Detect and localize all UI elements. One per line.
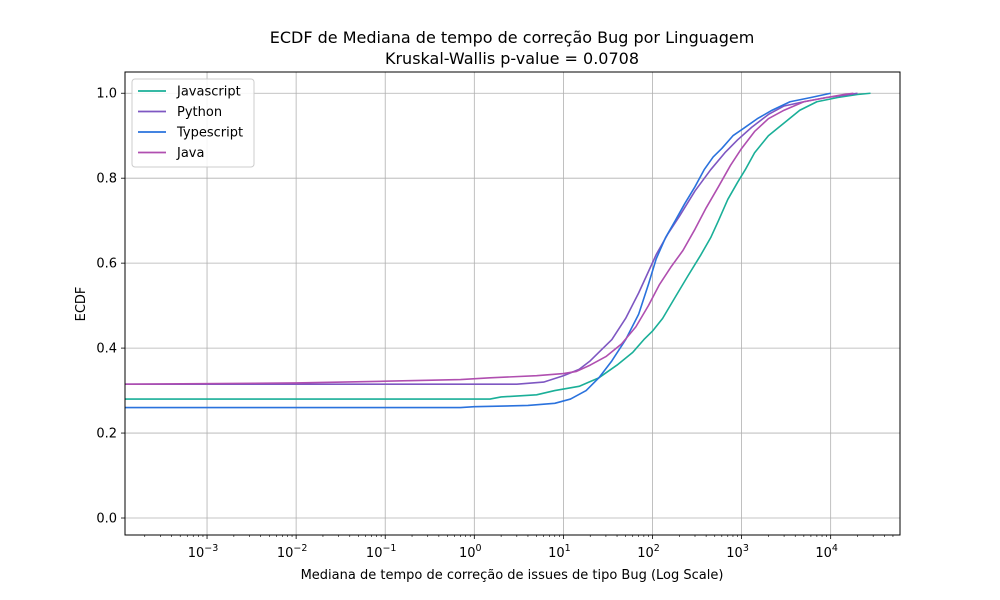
x-tick-label: 10−1 (366, 543, 397, 561)
y-tick-label: 0.8 (96, 172, 117, 187)
x-tick-label: 10−2 (277, 543, 308, 561)
x-tick-base: 10 (548, 546, 565, 561)
x-tick-exponent: 1 (565, 543, 571, 554)
x-tick-base: 10 (366, 546, 383, 561)
chart-title: ECDF de Mediana de tempo de correção Bug… (270, 28, 755, 47)
x-tick-exponent: −3 (204, 543, 218, 554)
x-tick-label: 103 (726, 543, 749, 561)
x-tick-base: 10 (459, 546, 476, 561)
y-axis-label: ECDF (74, 287, 89, 322)
x-tick-exponent: −2 (293, 543, 307, 554)
legend-label-python: Python (177, 105, 222, 120)
y-tick-label: 0.0 (96, 512, 117, 527)
x-tick-exponent: 4 (832, 543, 838, 554)
x-axis-label: Mediana de tempo de correção de issues d… (301, 568, 724, 583)
legend-label-typescript: Typescript (176, 126, 243, 141)
y-tick-label: 0.6 (96, 257, 117, 272)
x-tick-base: 10 (188, 546, 205, 561)
x-tick-label: 102 (637, 543, 660, 561)
x-tick-exponent: 0 (476, 543, 482, 554)
legend-box (131, 78, 255, 168)
x-tick-exponent: −1 (382, 543, 396, 554)
x-tick-base: 10 (815, 546, 832, 561)
x-tick-base: 10 (277, 546, 294, 561)
legend-label-java: Java (176, 146, 204, 161)
x-tick-exponent: 3 (743, 543, 749, 554)
x-tick-base: 10 (637, 546, 654, 561)
y-tick-label: 1.0 (96, 87, 117, 102)
legend-label-javascript: Javascript (176, 85, 241, 100)
x-tick-label: 101 (548, 543, 571, 561)
series-line-typescript (125, 92, 831, 409)
series-line-java (124, 92, 854, 386)
x-tick-base: 10 (726, 546, 743, 561)
series-line-javascript (125, 92, 871, 400)
y-tick-label: 0.2 (96, 427, 117, 442)
series-lines (124, 92, 871, 409)
x-tick-label: 104 (815, 543, 838, 561)
grid (125, 72, 900, 535)
plot-frame (124, 71, 901, 536)
y-tick-label: 0.4 (96, 342, 117, 357)
x-tick-exponent: 2 (654, 543, 660, 554)
ticks: 10−3 10−2 10−1 100 101 102 103 1040.00.20.40.60… (96, 87, 894, 561)
legend: Javascript Python Typescript Java (131, 78, 255, 168)
x-tick-label: 10−3 (188, 543, 219, 561)
x-tick-label: 100 (459, 543, 482, 561)
chart-subtitle: Kruskal-Wallis p-value = 0.0708 (385, 49, 639, 68)
